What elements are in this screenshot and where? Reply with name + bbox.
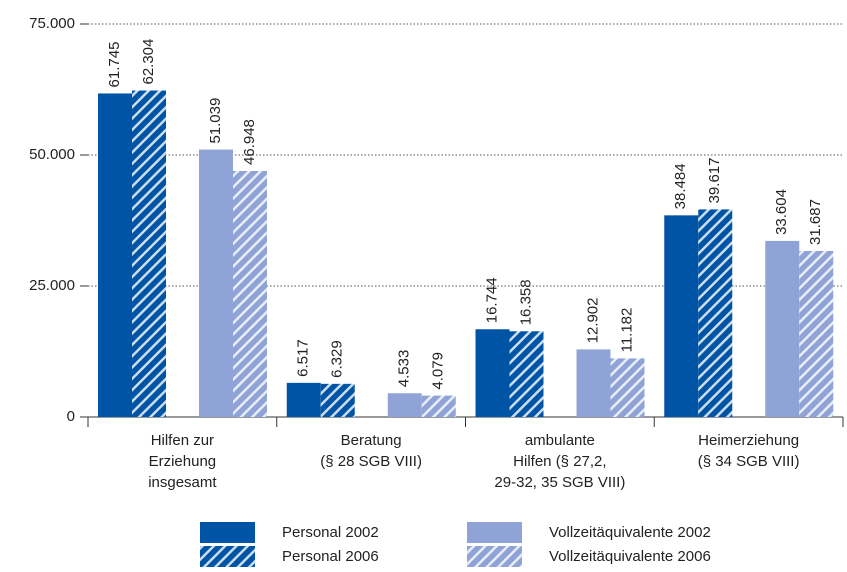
bar — [387, 393, 422, 417]
bar — [698, 209, 733, 417]
value-label: 33.604 — [773, 189, 790, 235]
value-label: 51.039 — [207, 98, 224, 144]
bar — [199, 149, 233, 417]
legend-swatch — [467, 522, 522, 543]
x-tick-label: Hilfen (§ 27,2, — [513, 453, 606, 470]
x-tick-label: 29-32, 35 SGB VIII) — [494, 474, 625, 491]
y-tick-label: 75.000 — [29, 15, 75, 32]
value-label: 62.304 — [140, 39, 157, 85]
x-tick-label: Beratung — [341, 432, 402, 449]
value-label: 38.484 — [672, 163, 689, 209]
bar — [320, 383, 355, 417]
legend-label: Vollzeitäquivalente 2006 — [549, 548, 711, 565]
value-label: 4.533 — [396, 350, 413, 388]
value-label: 16.744 — [483, 277, 500, 323]
value-label: 39.617 — [706, 158, 723, 204]
legend-label: Personal 2006 — [282, 548, 379, 565]
value-label: 11.182 — [618, 308, 635, 353]
x-tick-label: Hilfen zur — [151, 432, 214, 449]
y-tick-label: 50.000 — [29, 146, 75, 163]
y-tick-label: 25.000 — [29, 277, 75, 294]
legend-swatch — [467, 546, 522, 567]
x-tick-label: Erziehung — [149, 453, 217, 470]
legend-swatch — [200, 546, 255, 567]
value-label: 6.517 — [295, 339, 312, 377]
bar — [610, 358, 645, 417]
bar — [799, 250, 834, 417]
legend-label: Personal 2002 — [282, 524, 379, 541]
bar — [576, 349, 611, 417]
value-label: 16.358 — [517, 279, 534, 325]
bar — [509, 331, 544, 417]
bar — [475, 329, 510, 417]
legend-swatch — [200, 522, 255, 543]
value-label: 4.079 — [430, 352, 447, 390]
value-label: 12.902 — [584, 298, 601, 344]
value-label: 31.687 — [807, 199, 824, 245]
y-tick-label: 0 — [67, 408, 75, 425]
bar — [98, 93, 132, 417]
x-tick-label: insgesamt — [148, 474, 217, 491]
bar — [421, 395, 456, 417]
x-tick-label: (§ 28 SGB VIII) — [320, 453, 422, 470]
bar — [286, 382, 321, 417]
x-tick-label: Heimerziehung — [698, 432, 799, 449]
bar — [664, 215, 699, 417]
value-label: 61.745 — [106, 42, 123, 88]
x-tick-label: (§ 34 SGB VIII) — [698, 453, 800, 470]
bar — [233, 170, 267, 417]
bar — [765, 240, 800, 417]
value-label: 6.329 — [329, 340, 346, 378]
value-label: 46.948 — [241, 119, 258, 165]
bar — [132, 90, 166, 417]
x-tick-label: ambulante — [525, 432, 595, 449]
legend-label: Vollzeitäquivalente 2002 — [549, 524, 711, 541]
